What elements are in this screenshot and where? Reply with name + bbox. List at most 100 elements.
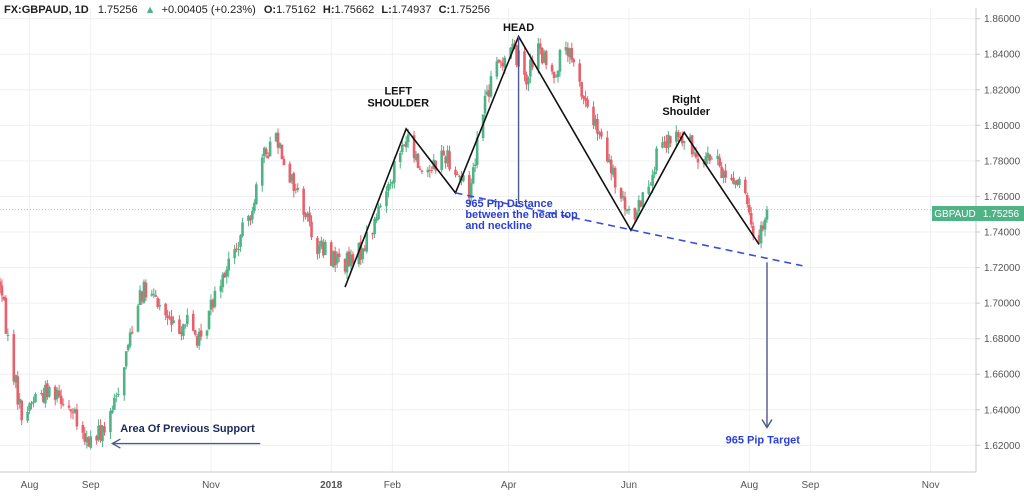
- candle-body: [462, 175, 465, 182]
- candle-body: [213, 290, 217, 307]
- candle-body: [268, 141, 272, 157]
- candle-body: [619, 187, 623, 199]
- candle-body: [387, 183, 390, 191]
- candle-body: [414, 154, 418, 160]
- candle-body: [623, 197, 627, 210]
- pip-target-label: 965 Pip Target: [726, 435, 801, 447]
- x-tick-label: Apr: [501, 480, 517, 491]
- candle-body: [554, 76, 558, 78]
- candle-body: [103, 426, 106, 433]
- candle-body: [582, 95, 585, 99]
- candle-body: [751, 225, 755, 237]
- pip-distance-label-line1: 965 Pip Distance: [465, 198, 552, 210]
- candle-body: [205, 330, 209, 336]
- candle-body: [527, 77, 530, 85]
- change-arrow-icon: ▲: [145, 4, 156, 16]
- candle-body: [219, 285, 223, 292]
- candle-body: [564, 47, 568, 51]
- candle-body: [430, 170, 434, 172]
- candle-body: [223, 273, 227, 278]
- candle-body: [184, 325, 187, 327]
- candle-body: [734, 180, 737, 185]
- candle-body: [489, 76, 493, 97]
- price-tag-value-bg: [978, 206, 1024, 221]
- candle-body: [389, 184, 392, 186]
- candle-body: [53, 386, 57, 400]
- x-tick-label: Sep: [82, 480, 100, 491]
- candle-body: [156, 298, 160, 307]
- candle-body: [32, 401, 35, 404]
- candle-body: [359, 241, 363, 260]
- candle-body: [696, 158, 700, 163]
- candle-body: [495, 61, 499, 77]
- candle-body: [665, 141, 668, 149]
- candle-body: [511, 43, 514, 49]
- price-tag-value: 1.75256: [983, 209, 1020, 220]
- candle-body: [402, 144, 406, 146]
- candle-body: [351, 254, 355, 264]
- candle-body: [420, 170, 424, 172]
- candle-body: [542, 52, 546, 63]
- candle-body: [20, 400, 23, 421]
- candle-body: [716, 155, 720, 159]
- candle-body: [75, 409, 79, 427]
- candle-body: [331, 251, 335, 267]
- y-tick-label: 1.80000: [984, 121, 1021, 132]
- support-arrow-head-icon: [110, 438, 121, 449]
- candle-body: [164, 303, 167, 316]
- price-axis[interactable]: 1.86000 1.84000 1.82000 1.80000 1.78000 1.760…: [976, 14, 1021, 452]
- candle-body: [47, 387, 51, 397]
- pip-distance-label-line3: and neckline: [465, 220, 532, 232]
- candle-body: [136, 305, 140, 332]
- candle-body: [446, 150, 449, 164]
- candle-body: [552, 71, 556, 79]
- x-tick-label: Nov: [202, 480, 220, 491]
- candle-body: [97, 425, 100, 441]
- candle-body: [722, 171, 725, 178]
- candle-body: [596, 118, 599, 134]
- candle-body: [586, 99, 589, 107]
- candle-body: [379, 205, 382, 207]
- right-shoulder-label-line2: Shoulder: [662, 106, 710, 118]
- candle-body: [306, 214, 309, 217]
- time-axis[interactable]: Aug Sep Nov 2018 Feb Apr Jun Aug Sep Nov: [21, 480, 940, 491]
- candle-body: [329, 242, 333, 266]
- candle-body: [469, 183, 473, 199]
- candle-body: [611, 167, 615, 175]
- candle-body: [416, 153, 420, 168]
- candle-body: [290, 174, 294, 181]
- x-tick-label: Aug: [740, 480, 758, 491]
- last-price: 1.75256: [98, 4, 138, 16]
- candle-body: [497, 59, 501, 63]
- y-tick-label: 1.68000: [984, 334, 1021, 345]
- candle-body: [661, 142, 664, 148]
- candle-body: [598, 132, 601, 135]
- header-legend: FX:GBPAUD, 1D 1.75256 ▲ +0.00405 (+0.23%…: [4, 4, 490, 16]
- candle-body: [195, 336, 199, 346]
- candle-body: [166, 315, 169, 319]
- candle-body: [568, 48, 572, 58]
- candle-body: [28, 403, 31, 411]
- candle-body: [0, 281, 2, 287]
- candle-body: [523, 51, 526, 75]
- candle-body: [669, 136, 672, 144]
- right-shoulder-label-line1: Right: [672, 94, 700, 106]
- x-tick-label: 2018: [320, 480, 343, 491]
- candle-body: [515, 45, 518, 66]
- target-arrow-head-icon: [761, 419, 773, 429]
- candle-body: [292, 173, 296, 191]
- candle-body: [239, 235, 242, 248]
- candle-body: [513, 43, 516, 45]
- candle-body: [759, 225, 763, 244]
- candle-body: [14, 374, 18, 383]
- candle-body: [580, 81, 583, 97]
- y-tick-label: 1.74000: [984, 228, 1021, 239]
- y-tick-label: 1.84000: [984, 50, 1021, 61]
- candle-body: [600, 131, 603, 137]
- candle-body: [227, 258, 231, 271]
- left-shoulder-label-line2: SHOULDER: [367, 97, 429, 109]
- candle-body: [128, 332, 132, 347]
- candle-body: [209, 299, 213, 310]
